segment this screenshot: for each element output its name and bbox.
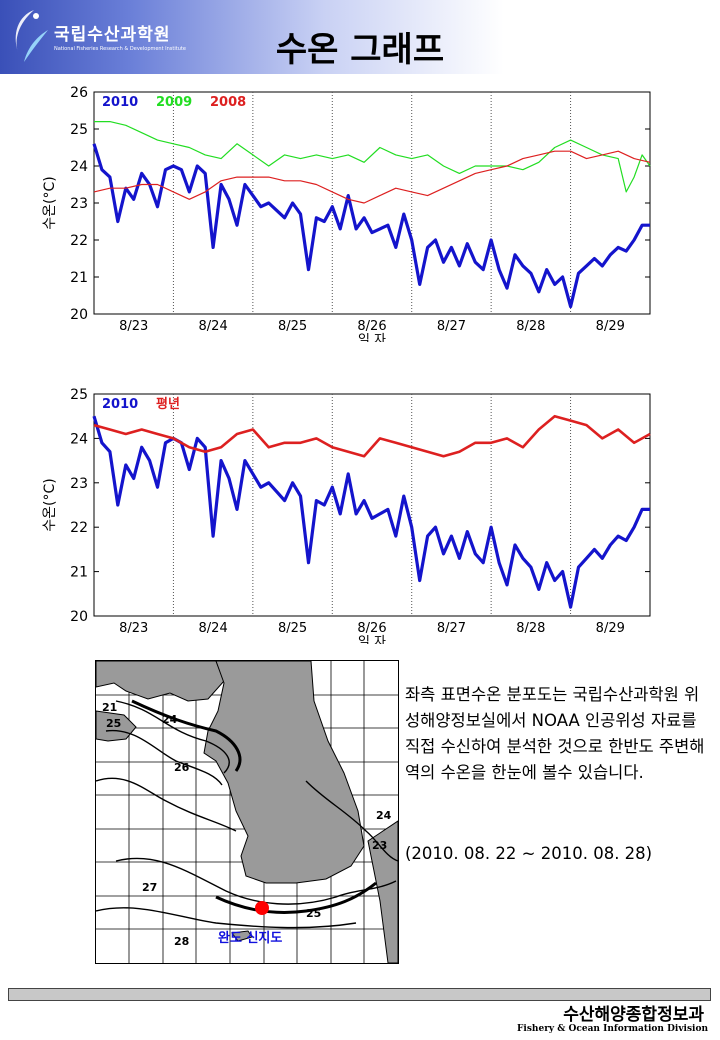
water-temp-chart-normal: 8/23 8/24 8/25 8/26 8/27 8/28 8/29 20 21 22 23 24 25… [42,387,651,644]
x-tick-label: 8/25 [278,621,307,636]
x-tick-label: 8/24 [199,319,228,334]
x-tick-label: 8/23 [119,319,148,334]
y-tick-label: 22 [70,520,88,536]
division-name-kr: 수산해양종합정보과 [563,1005,704,1025]
y-tick-label: 24 [70,159,88,175]
place-label: 완도 신지도 [218,931,283,946]
x-tick-label: 8/28 [516,319,545,334]
header-banner: 국립수산과학원 National Fisheries Research & De… [0,0,720,74]
x-axis-label: 일 자 [358,333,386,342]
x-tick-label: 8/29 [596,319,625,334]
y-tick-label: 21 [70,270,88,286]
y-axis-label: 수온(°C) [42,478,58,531]
korea-peninsula [203,661,365,884]
series-line-11 [93,414,651,458]
x-tick-label: 8/27 [437,319,466,334]
isotherm-label: 28 [174,935,190,948]
org-name: 국립수산과학원 [54,25,171,45]
legend-entry: 2010 [102,397,138,412]
wando-location-marker [255,901,269,915]
sst-map-drawing [96,661,398,963]
y-tick-label: 22 [70,233,88,249]
isotherm-label: 25 [306,907,322,920]
y-tick-label: 23 [70,476,88,492]
x-tick-label: 8/29 [596,621,625,636]
y-tick-label: 20 [70,609,88,625]
series-line-1 [94,121,651,193]
isotherm-label: 24 [376,809,392,822]
y-tick-label: 25 [70,387,88,403]
y-tick-label: 21 [70,565,88,581]
plot-frame [93,91,651,315]
y-tick-label: 25 [70,122,88,138]
sst-distribution-map: 21 25 24 26 24 23 27 25 28 완도 신지도 [95,660,399,964]
isotherm-label: 23 [372,839,388,852]
x-tick-label: 8/23 [119,621,148,636]
isotherm-label: 24 [162,713,178,726]
data-period: (2010. 08. 22 ~ 2010. 08. 28) [405,844,653,863]
x-axis-label: 일 자 [358,635,386,644]
isotherm-label: 25 [106,717,122,730]
org-subtitle: National Fisheries Research & Developmen… [54,46,186,52]
isotherm-label: 27 [142,881,158,894]
water-temp-chart-yearly: 8/23 8/24 8/25 8/26 8/27 8/28 8/29 20 21 22 23 24 25… [42,85,651,342]
x-tick-label: 8/28 [516,621,545,636]
footer-bar [8,988,711,1001]
jeju-island [231,930,253,942]
legend-entry: 2008 [210,95,246,110]
x-tick-label: 8/26 [357,621,386,636]
x-tick-label: 8/27 [437,621,466,636]
fish-logo-icon [15,10,48,62]
y-tick-label: 26 [70,85,88,101]
isotherm-label: 26 [174,761,190,774]
legend-entry: 평년 [156,396,180,412]
y-tick-label: 24 [70,431,88,447]
page-title: 수온 그래프 [275,30,445,70]
legend-entry: 2010 [102,95,138,110]
map-description: 좌측 표면수온 분포도는 국립수산과학원 위성해양정보실에서 NOAA 인공위성… [405,685,705,782]
shandong-land [96,710,137,742]
y-tick-label: 23 [70,196,88,212]
legend-entry: 2009 [156,95,192,110]
y-tick-label: 20 [70,307,88,323]
x-tick-label: 8/24 [199,621,228,636]
x-tick-label: 8/26 [357,319,386,334]
isotherm-label: 21 [102,701,118,714]
division-name-en: Fishery & Ocean Information Division [517,1024,708,1034]
x-tick-label: 8/25 [278,319,307,334]
y-axis-label: 수온(°C) [42,176,58,229]
series-line-10 [92,415,650,609]
series-line-2 [93,150,651,204]
series-line-0 [92,143,650,309]
